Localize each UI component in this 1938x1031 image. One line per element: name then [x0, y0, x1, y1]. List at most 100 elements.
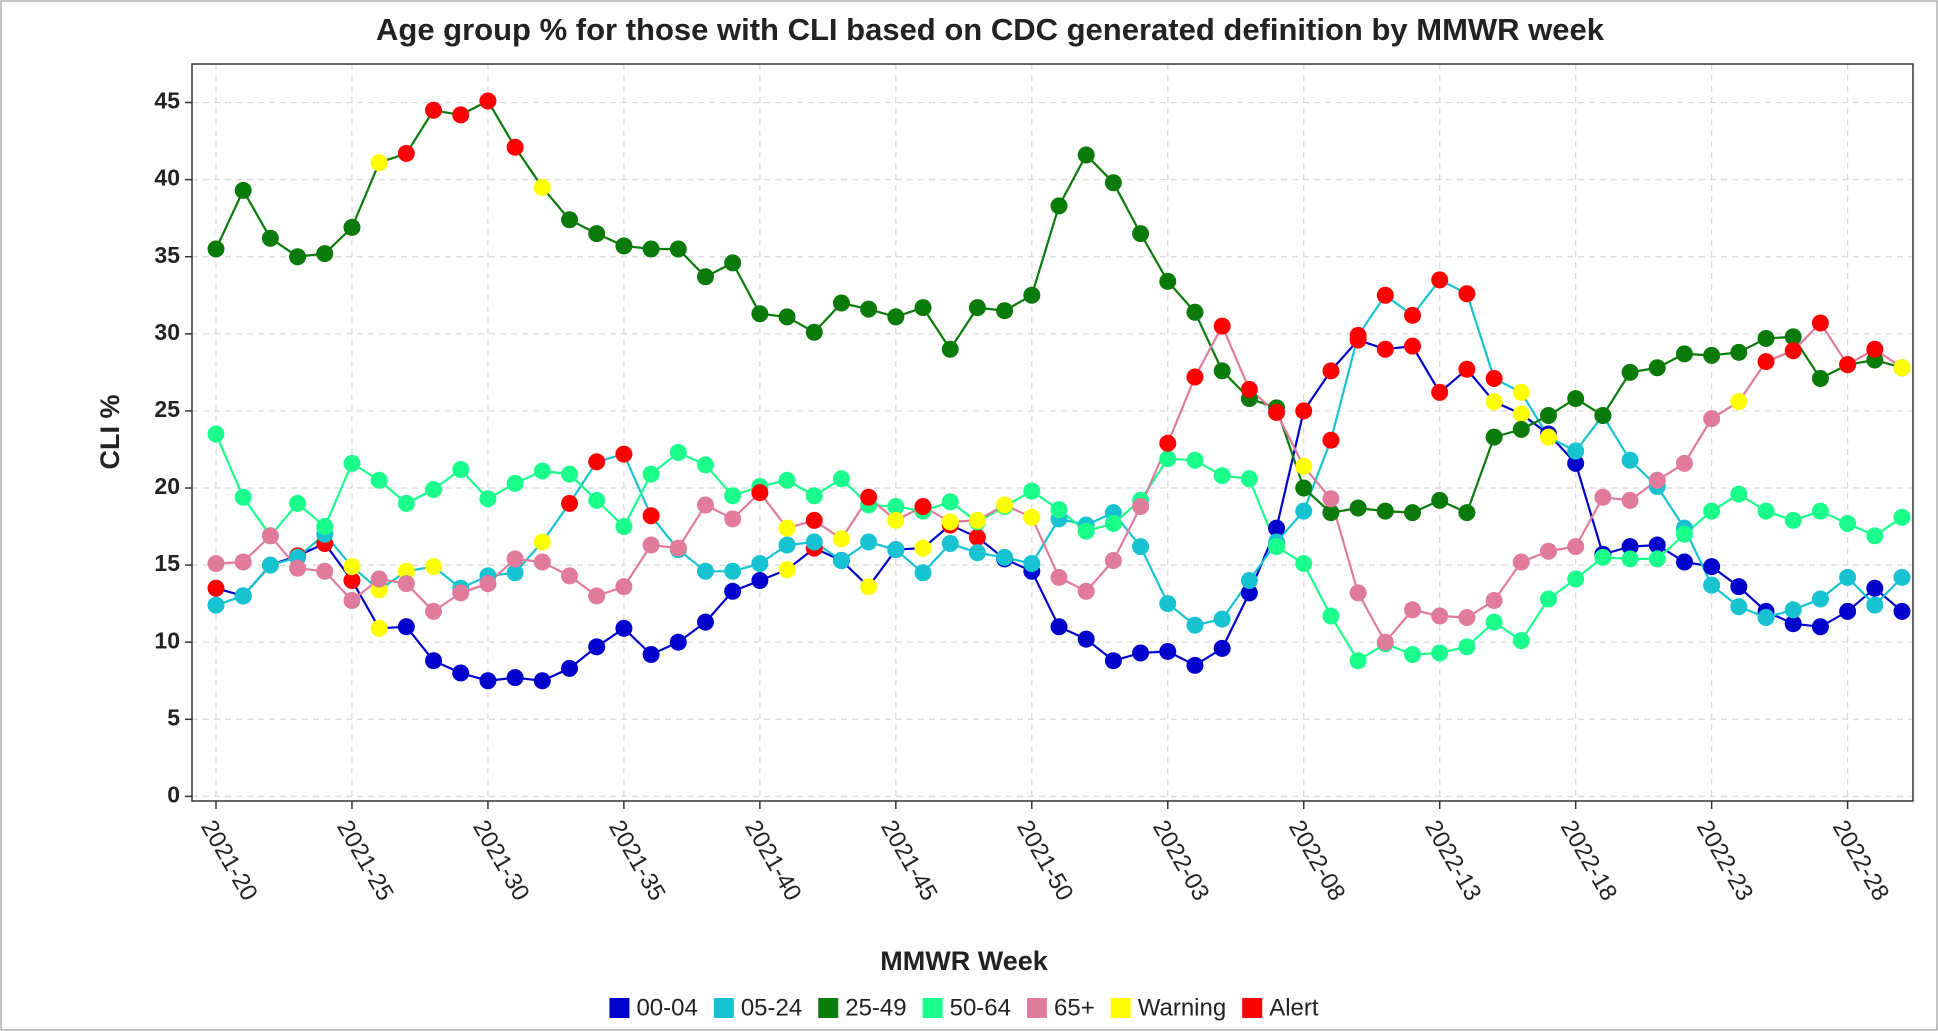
- data-point: [425, 558, 443, 576]
- data-point: [642, 646, 660, 664]
- y-tick-label: 35: [154, 242, 180, 268]
- data-point: [1730, 343, 1748, 361]
- data-point: [1132, 644, 1150, 662]
- data-point: [1703, 346, 1721, 364]
- data-point: [1404, 504, 1422, 522]
- data-point: [914, 299, 932, 317]
- data-point: [1050, 501, 1068, 519]
- data-point: [941, 493, 959, 511]
- data-point: [1512, 383, 1530, 401]
- data-point: [316, 518, 334, 536]
- data-point: [1376, 502, 1394, 520]
- data-point: [1703, 576, 1721, 594]
- data-point: [1512, 405, 1530, 423]
- data-point: [1485, 370, 1503, 388]
- data-point: [642, 240, 660, 258]
- data-point: [1866, 596, 1884, 614]
- data-point: [1567, 538, 1585, 556]
- data-point: [261, 229, 279, 247]
- data-point: [996, 302, 1014, 320]
- data-point: [1213, 639, 1231, 657]
- data-point: [1349, 326, 1367, 344]
- data-point: [1594, 488, 1612, 506]
- data-point: [1458, 504, 1476, 522]
- x-axis-title: MMWR Week: [880, 946, 1048, 976]
- legend-label: 50-64: [950, 994, 1011, 1021]
- data-point: [887, 308, 905, 326]
- data-point: [1703, 410, 1721, 428]
- y-axis-title: CLI %: [95, 394, 125, 469]
- y-tick-label: 45: [154, 88, 180, 114]
- data-point: [1240, 470, 1258, 488]
- data-point: [1268, 538, 1286, 556]
- legend-label: 00-04: [636, 994, 697, 1021]
- data-point: [1404, 306, 1422, 324]
- data-point: [397, 562, 415, 580]
- data-point: [1159, 272, 1177, 290]
- data-point: [751, 572, 769, 590]
- data-point: [207, 579, 225, 597]
- data-point: [561, 465, 579, 483]
- data-point: [370, 570, 388, 588]
- data-point: [561, 494, 579, 512]
- data-point: [1240, 584, 1258, 602]
- data-point: [615, 518, 633, 536]
- data-point: [1567, 442, 1585, 460]
- data-point: [1458, 638, 1476, 656]
- data-point: [1132, 498, 1150, 516]
- data-point: [805, 511, 823, 529]
- data-point: [1077, 522, 1095, 540]
- data-point: [1023, 482, 1041, 500]
- data-point: [724, 582, 742, 600]
- data-point: [751, 484, 769, 502]
- data-point: [261, 556, 279, 574]
- legend-label: 25-49: [845, 994, 906, 1021]
- data-point: [805, 323, 823, 341]
- data-point: [1893, 359, 1911, 377]
- data-point: [506, 138, 524, 156]
- data-point: [696, 613, 714, 631]
- data-point: [1268, 519, 1286, 537]
- data-point: [1512, 553, 1530, 571]
- data-point: [751, 555, 769, 573]
- data-point: [1893, 508, 1911, 526]
- data-point: [887, 498, 905, 516]
- data-point: [1730, 485, 1748, 503]
- y-tick-label: 15: [154, 550, 180, 576]
- data-point: [343, 218, 361, 236]
- data-point: [832, 470, 850, 488]
- data-point: [207, 240, 225, 258]
- data-point: [805, 533, 823, 551]
- data-point: [1811, 618, 1829, 636]
- data-point: [1675, 525, 1693, 543]
- data-point: [1485, 428, 1503, 446]
- data-point: [588, 225, 606, 243]
- data-point: [1159, 434, 1177, 452]
- data-point: [832, 294, 850, 312]
- data-point: [1376, 340, 1394, 358]
- data-point: [1784, 328, 1802, 346]
- data-point: [1539, 407, 1557, 425]
- data-point: [1458, 285, 1476, 303]
- data-point: [1539, 590, 1557, 608]
- data-point: [1811, 314, 1829, 332]
- data-point: [1077, 146, 1095, 164]
- data-point: [1648, 359, 1666, 377]
- data-point: [343, 592, 361, 610]
- y-tick-label: 25: [154, 396, 180, 422]
- legend-swatch: [713, 998, 734, 1018]
- y-tick-label: 5: [167, 704, 180, 730]
- data-point: [1485, 393, 1503, 411]
- data-point: [914, 539, 932, 557]
- data-point: [1431, 607, 1449, 625]
- data-point: [860, 300, 878, 318]
- data-point: [696, 268, 714, 286]
- data-point: [289, 559, 307, 577]
- data-point: [1784, 615, 1802, 633]
- data-point: [751, 305, 769, 323]
- data-point: [1675, 345, 1693, 363]
- data-point: [941, 535, 959, 553]
- data-point: [696, 562, 714, 580]
- data-point: [1839, 568, 1857, 586]
